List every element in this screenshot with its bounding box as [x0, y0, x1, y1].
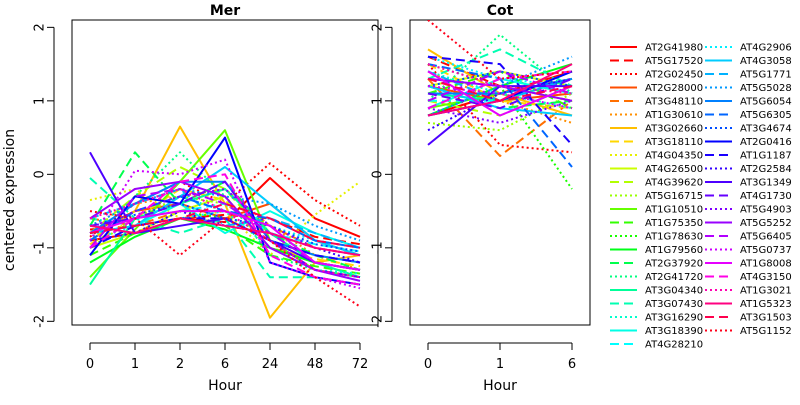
series-line-at5g16715: [427, 92, 573, 132]
series-line-at5g5028: [427, 55, 573, 117]
legend-label: AT4G1730: [740, 191, 792, 202]
legend-label: AT3G16290: [645, 313, 703, 324]
y-tick-label: 2: [371, 23, 386, 31]
series-line-at5g5252: [89, 180, 361, 282]
series-line-at3g1503: [427, 77, 573, 102]
x-axis-label-mer: Hour: [208, 378, 242, 394]
legend-label: AT4G3150: [740, 272, 792, 283]
legend-label: AT3G04340: [645, 286, 703, 297]
legend-label: AT1G78630: [645, 232, 703, 243]
legend-label: AT5G1771: [740, 70, 792, 81]
legend-label: AT5G17520: [645, 56, 703, 67]
y-tick-label: -1: [371, 241, 386, 254]
legend-label: AT1G5323: [740, 299, 792, 310]
legend-label: AT3G1349: [740, 178, 792, 189]
series-line-at5g1152: [427, 20, 573, 80]
legend: AT2G41980 AT5G17520 AT2G02450 AT2G28000 AT3G…: [610, 43, 792, 351]
legend-label: AT2G37920: [645, 259, 703, 270]
x-tick-label: 0: [424, 357, 432, 372]
legend-label: AT2G2584: [740, 164, 792, 175]
series-line-at1g8008: [427, 70, 573, 117]
x-tick-label: 1: [496, 357, 504, 372]
series-line-at2g41980: [89, 177, 361, 242]
legend-label: AT2G02450: [645, 70, 703, 81]
legend-label: AT1G10510: [645, 205, 703, 216]
series-line-at2g2584: [427, 77, 573, 132]
y-tick-label: -2: [33, 315, 48, 328]
legend-label: AT1G8008: [740, 259, 792, 270]
series-line-at4g1730: [427, 77, 573, 110]
series-line-at1g5323: [89, 217, 361, 257]
x-axis-label-cot: Hour: [483, 378, 517, 394]
legend-label: AT5G5252: [740, 218, 792, 229]
legend-label: AT3G07430: [645, 299, 703, 310]
legend-label: AT4G39620: [645, 178, 703, 189]
x-tick-label: 0: [86, 357, 94, 372]
y-tick-label: 1: [33, 97, 48, 105]
legend-label: AT5G4903: [740, 205, 792, 216]
x-tick-label: 2: [176, 357, 184, 372]
legend-label: AT1G1187: [740, 151, 792, 162]
legend-label: AT4G04350: [645, 151, 703, 162]
series-line-at3g07430: [89, 177, 361, 286]
series-line-at1g1187: [427, 55, 573, 146]
legend-label: AT2G28000: [645, 83, 703, 94]
legend-label: AT2G41980: [645, 43, 703, 54]
legend-label: AT5G16715: [645, 191, 703, 202]
y-axis-label: centered expression: [2, 129, 18, 271]
series-line-at5g1152: [89, 210, 361, 308]
series-line-at5g6405: [427, 70, 573, 102]
series-line-at5g0737: [427, 85, 573, 110]
legend-label: AT3G18110: [645, 137, 703, 148]
legend-label: AT4G2906: [740, 43, 792, 54]
legend-label: AT3G4674: [740, 124, 792, 135]
legend-label: AT2G0416: [740, 137, 792, 148]
plot-panel-mer: -2 -1 0 1 2 0 1 2 6 24 48 72: [33, 19, 379, 372]
legend-label: AT3G18390: [645, 326, 703, 337]
legend-label: AT3G48110: [645, 97, 703, 108]
series-lines: [89, 125, 361, 319]
legend-label: AT1G30610: [645, 110, 703, 121]
legend-label: AT1G3021: [740, 286, 792, 297]
legend-label: AT4G3058: [740, 56, 792, 67]
legend-label: AT5G6054: [740, 97, 792, 108]
series-lines: [427, 20, 573, 190]
y-tick-label: -2: [371, 315, 386, 328]
series-line-at3g1503: [89, 202, 361, 249]
series-line-at1g3021: [427, 63, 573, 95]
y-tick-label: 1: [371, 97, 386, 105]
x-tick-label: 48: [307, 357, 324, 372]
y-tick-label: 0: [371, 170, 386, 178]
x-tick-label: 6: [221, 357, 229, 372]
legend-label: AT4G28210: [645, 340, 703, 351]
y-tick-label: 0: [33, 170, 48, 178]
legend-label: AT1G79560: [645, 245, 703, 256]
legend-label: AT2G41720: [645, 272, 703, 283]
legend-label: AT5G6305: [740, 110, 792, 121]
plot-frame: [71, 19, 379, 326]
series-line-at3g48110: [427, 78, 573, 157]
legend-label: AT5G6405: [740, 232, 792, 243]
x-tick-label: 24: [262, 357, 279, 372]
x-tick-label: 72: [352, 357, 369, 372]
legend-label: AT5G0737: [740, 245, 792, 256]
legend-label: AT5G5028: [740, 83, 792, 94]
legend-label: AT3G1503: [740, 313, 792, 324]
y-tick-label: -1: [33, 241, 48, 254]
x-tick-label: 1: [131, 357, 139, 372]
y-tick-label: 2: [33, 23, 48, 31]
legend-label: AT3G02660: [645, 124, 703, 135]
legend-label: AT5G1152: [740, 326, 792, 337]
plot-panel-cot: -2 -1 0 1 2 0 1 6: [371, 19, 591, 372]
legend-label: AT1G75350: [645, 218, 703, 229]
x-tick-label: 6: [568, 357, 576, 372]
panel-title-mer: Mer: [210, 3, 240, 19]
plot-frame: [409, 19, 591, 326]
panel-title-cot: Cot: [487, 3, 514, 19]
legend-label: AT4G26500: [645, 164, 703, 175]
